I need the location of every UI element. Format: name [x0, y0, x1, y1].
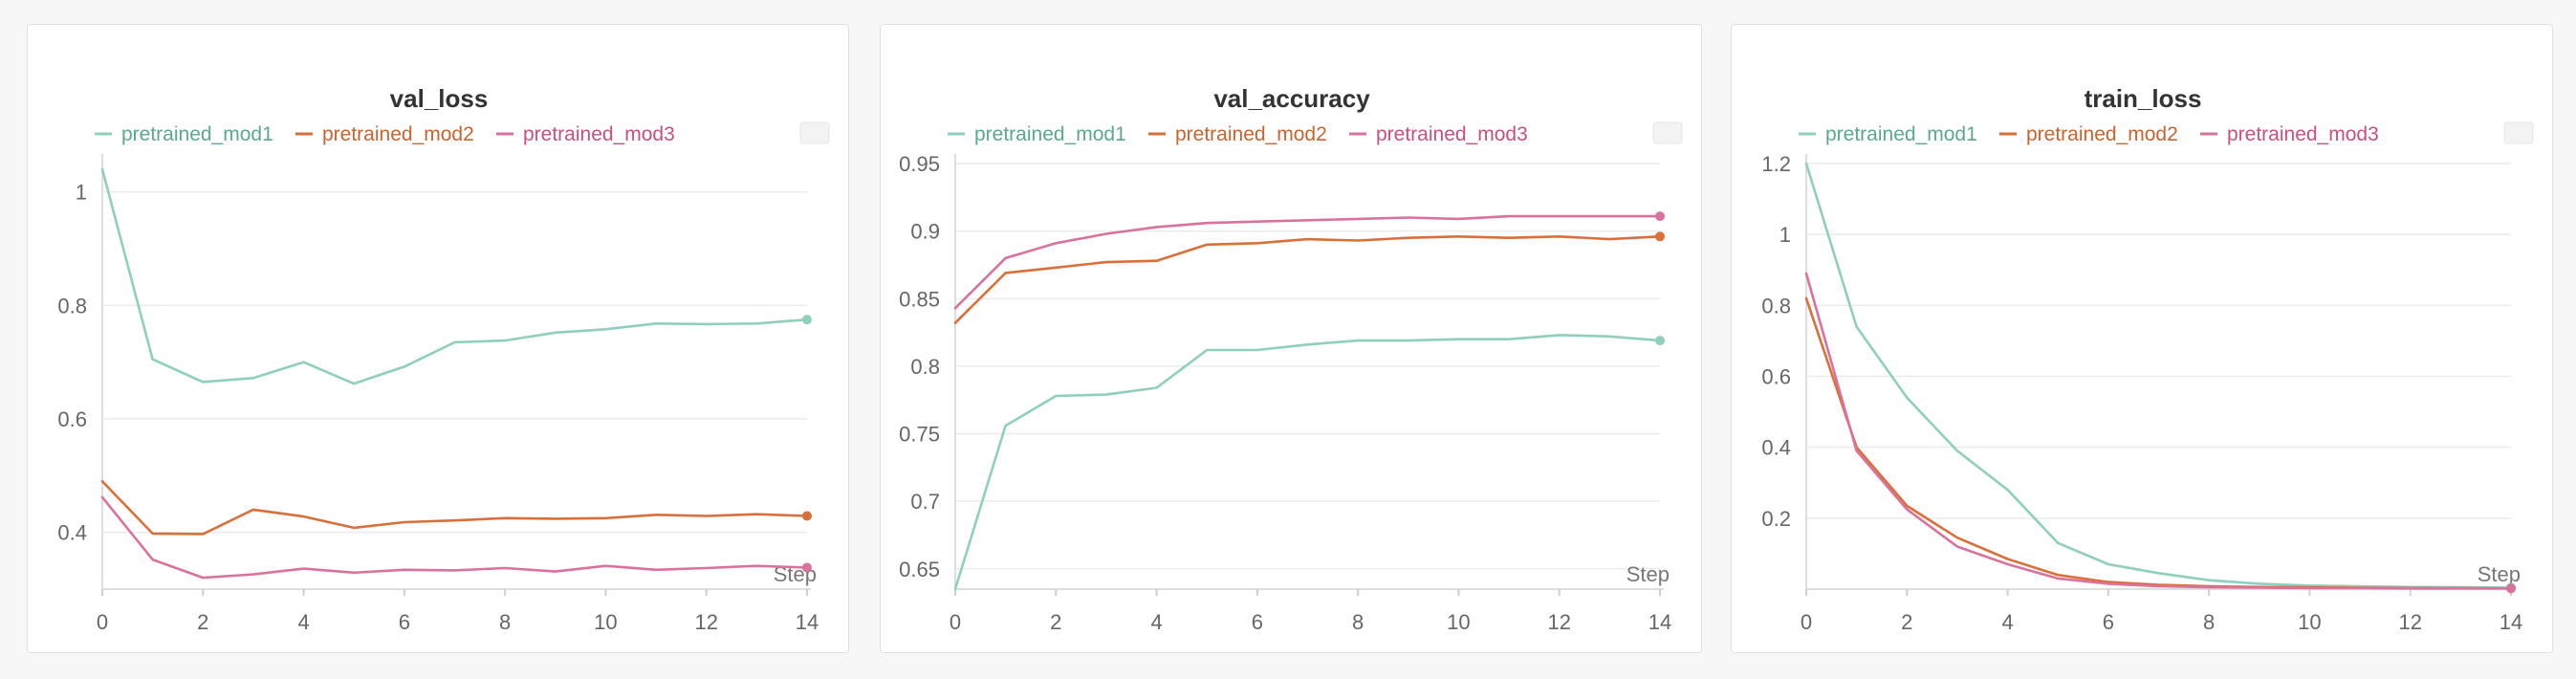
series-line-pretrained-mod3[interactable] — [1804, 272, 2513, 590]
series-end-point[interactable] — [2506, 583, 2516, 594]
y-tick-label: 0.95 — [899, 152, 940, 176]
x-tick-label: 12 — [2398, 610, 2421, 634]
series-end-point[interactable] — [1655, 211, 1665, 222]
x-tick-label: 6 — [2103, 610, 2114, 634]
y-tick-label: 0.75 — [899, 423, 940, 447]
x-tick-label: 2 — [197, 610, 208, 634]
legend-item-pretrained-mod2[interactable]: pretrained_mod2 — [1148, 123, 1327, 145]
x-tick-label: 14 — [796, 610, 819, 634]
legend-item-pretrained-mod3[interactable]: pretrained_mod3 — [2200, 123, 2379, 145]
x-tick-label: 2 — [1901, 610, 1912, 634]
series-end-point[interactable] — [802, 562, 812, 573]
series-end-point[interactable] — [802, 511, 812, 521]
chart-title: val_loss — [390, 84, 489, 113]
chart-title: train_loss — [2085, 84, 2202, 113]
legend-label: pretrained_mod2 — [1175, 123, 1327, 145]
x-tick-label: 6 — [399, 610, 410, 634]
x-tick-label: 14 — [2500, 610, 2522, 634]
y-tick-label: 0.8 — [1761, 294, 1791, 318]
x-tick-label: 8 — [1352, 610, 1364, 634]
legend-item-pretrained-mod2[interactable]: pretrained_mod2 — [295, 123, 474, 145]
series-line-pretrained-mod2[interactable] — [100, 479, 809, 536]
x-axis-label: Step — [1626, 562, 1670, 586]
y-tick-label: 0.4 — [57, 521, 87, 545]
y-tick-label: 0.9 — [910, 220, 940, 244]
y-tick-label: 1 — [76, 181, 87, 205]
legend-menu-button[interactable] — [2503, 121, 2534, 144]
x-tick-label: 10 — [594, 610, 617, 634]
x-tick-label: 4 — [297, 610, 309, 634]
legend-label: pretrained_mod3 — [1376, 123, 1528, 145]
legend-item-pretrained-mod3[interactable]: pretrained_mod3 — [1349, 123, 1528, 145]
series-end-point[interactable] — [802, 315, 812, 325]
series-line-pretrained-mod1[interactable] — [100, 167, 809, 385]
legend-item-pretrained-mod1[interactable]: pretrained_mod1 — [95, 123, 273, 145]
series-line-pretrained-mod1[interactable] — [953, 334, 1662, 591]
series-line-pretrained-mod2[interactable] — [953, 235, 1662, 325]
chart-panel-train-loss: train_loss pretrained_mod1 pretrained_mod2… — [1731, 24, 2553, 653]
legend-menu-button[interactable] — [799, 121, 830, 144]
y-tick-label: 0.4 — [1761, 436, 1791, 460]
x-tick-label: 0 — [950, 610, 961, 634]
y-tick-label: 1 — [1779, 223, 1791, 247]
legend-item-pretrained-mod1[interactable]: pretrained_mod1 — [948, 123, 1126, 145]
series-line-pretrained-mod3[interactable] — [953, 214, 1662, 310]
legend-item-pretrained-mod1[interactable]: pretrained_mod1 — [1799, 123, 1977, 145]
y-tick-label: 0.65 — [899, 558, 940, 581]
legend-menu-button[interactable] — [1652, 121, 1683, 144]
legend-label: pretrained_mod2 — [2026, 123, 2178, 145]
x-tick-label: 8 — [499, 610, 511, 634]
legend-label: pretrained_mod1 — [974, 123, 1126, 145]
x-tick-label: 12 — [1547, 610, 1570, 634]
legend-item-pretrained-mod3[interactable]: pretrained_mod3 — [496, 123, 675, 145]
y-tick-label: 1.2 — [1761, 152, 1791, 176]
y-tick-label: 0.7 — [910, 490, 940, 514]
x-tick-label: 10 — [2298, 610, 2321, 634]
x-tick-label: 2 — [1050, 610, 1061, 634]
x-tick-label: 6 — [1252, 610, 1263, 634]
line-chart: train_loss pretrained_mod1 pretrained_mod2… — [1761, 84, 2534, 634]
line-chart: val_loss pretrained_mod1 pretrained_mod2 pr… — [57, 84, 830, 634]
x-tick-label: 0 — [97, 610, 108, 634]
x-tick-label: 4 — [1150, 610, 1162, 634]
series-line-pretrained-mod2[interactable] — [1804, 296, 2513, 590]
line-chart: val_accuracy pretrained_mod1 pretrained_mo… — [899, 84, 1683, 634]
y-tick-label: 0.6 — [57, 407, 87, 431]
y-tick-label: 0.6 — [1761, 365, 1791, 389]
series-line-pretrained-mod3[interactable] — [100, 495, 809, 580]
x-tick-label: 8 — [2203, 610, 2215, 634]
x-tick-label: 4 — [2001, 610, 2013, 634]
y-tick-label: 0.8 — [910, 355, 940, 379]
y-tick-label: 0.2 — [1761, 507, 1791, 531]
chart-title: val_accuracy — [1213, 84, 1370, 113]
y-tick-label: 0.85 — [899, 287, 940, 311]
legend-label: pretrained_mod1 — [1825, 123, 1977, 145]
legend-label: pretrained_mod2 — [322, 123, 474, 145]
legend-item-pretrained-mod2[interactable]: pretrained_mod2 — [1999, 123, 2178, 145]
y-tick-label: 0.8 — [57, 294, 87, 318]
legend-label: pretrained_mod1 — [121, 123, 273, 145]
legend-label: pretrained_mod3 — [523, 123, 675, 145]
x-tick-label: 10 — [1447, 610, 1470, 634]
x-axis-label: Step — [2478, 562, 2521, 586]
chart-panel-val-loss: val_loss pretrained_mod1 pretrained_mod2 pr… — [27, 24, 849, 653]
series-end-point[interactable] — [1655, 336, 1665, 346]
x-tick-label: 14 — [1648, 610, 1671, 634]
series-end-point[interactable] — [1655, 231, 1665, 242]
x-tick-label: 12 — [694, 610, 717, 634]
legend-label: pretrained_mod3 — [2227, 123, 2379, 145]
chart-panel-val-accuracy: val_accuracy pretrained_mod1 pretrained_mo… — [880, 24, 1702, 653]
x-tick-label: 0 — [1801, 610, 1812, 634]
